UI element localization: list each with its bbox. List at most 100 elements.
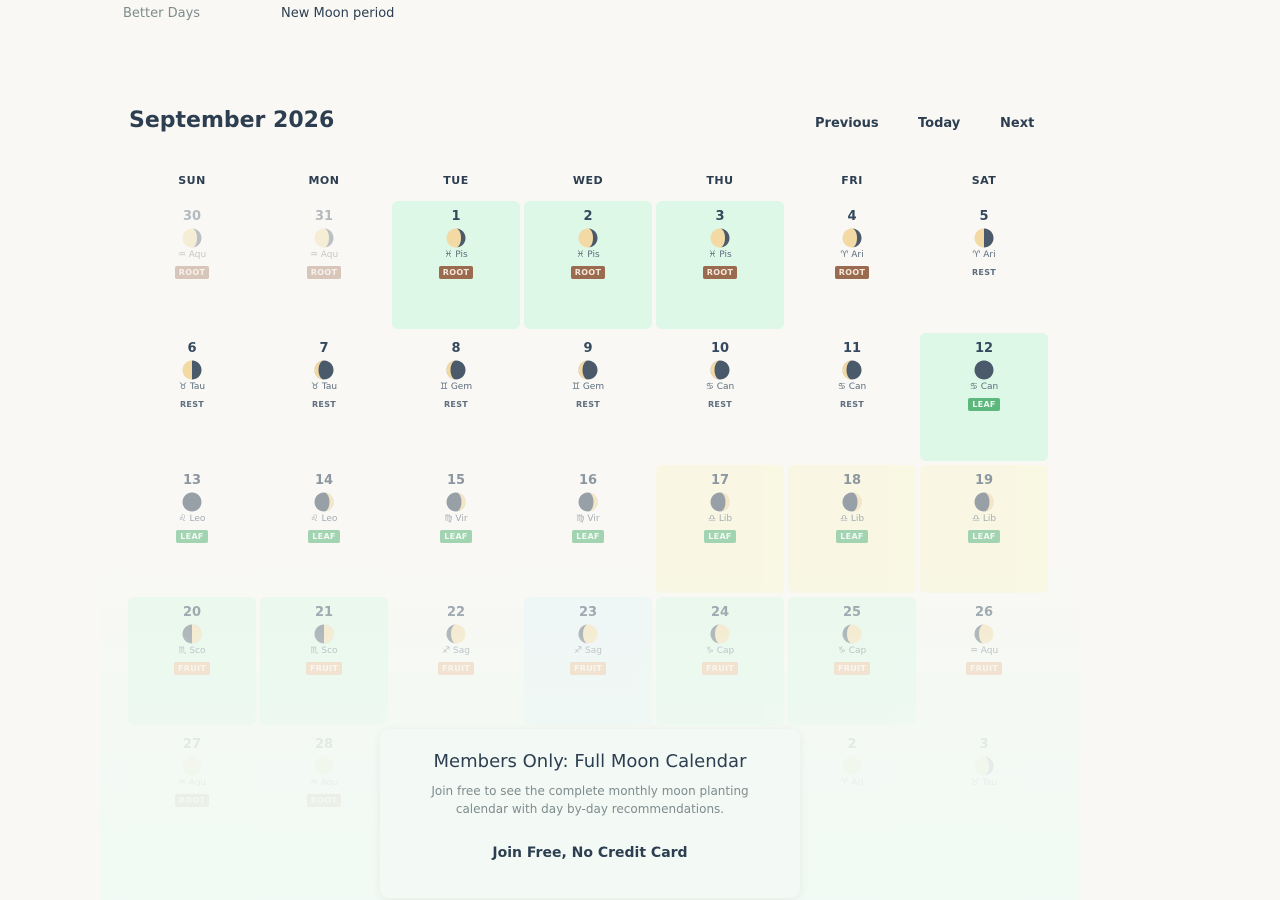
- zodiac-sign-label: ♉ Tau: [970, 778, 998, 788]
- previous-month-button[interactable]: Previous: [815, 116, 879, 131]
- moon-phase-icon: [842, 756, 862, 776]
- calendar-day-cell[interactable]: 31 ♒ Aqu ROOT: [260, 201, 388, 329]
- moon-phase-icon: [314, 756, 334, 776]
- zodiac-sign-label: ♎ Lib: [971, 514, 997, 524]
- calendar-day-cell[interactable]: 30 ♒ Aqu ROOT: [128, 201, 256, 329]
- zodiac-sign-label: ♋ Can: [705, 382, 735, 392]
- day-number: 21: [314, 605, 334, 620]
- moon-phase-icon: [182, 492, 202, 512]
- calendar-day-cell[interactable]: 3 ♓ Pis ROOT: [656, 201, 784, 329]
- moon-phase-icon: [710, 624, 730, 644]
- planting-type-badge: FRUIT: [833, 662, 871, 675]
- brand-link[interactable]: Better Days: [123, 6, 201, 21]
- next-month-button[interactable]: Next: [1000, 116, 1035, 131]
- calendar-day-cell[interactable]: 10 ♋ Can REST: [656, 333, 784, 461]
- planting-type-badge: LEAF: [968, 398, 1000, 411]
- zodiac-sign-label: ♒ Aqu: [177, 250, 207, 260]
- calendar-day-cell[interactable]: 6 ♉ Tau REST: [128, 333, 256, 461]
- day-number: 2: [583, 209, 593, 224]
- planting-type-badge: LEAF: [308, 530, 340, 543]
- calendar-day-cell[interactable]: 24 ♑ Cap FRUIT: [656, 597, 784, 725]
- moon-phase-icon: [974, 228, 994, 248]
- zodiac-sign-label: ♈ Ari: [840, 778, 864, 788]
- zodiac-sign-label: ♌ Leo: [178, 514, 206, 524]
- planting-type-badge: LEAF: [704, 530, 736, 543]
- calendar-day-cell[interactable]: 3 ♉ Tau: [920, 729, 1048, 857]
- zodiac-sign-label: ♈ Ari: [840, 250, 864, 260]
- day-number: 17: [710, 473, 730, 488]
- planting-type-badge: REST: [971, 268, 997, 277]
- planting-type-badge: FRUIT: [173, 662, 211, 675]
- calendar-day-cell[interactable]: 18 ♎ Lib LEAF: [788, 465, 916, 593]
- zodiac-sign-label: ♍ Vir: [444, 514, 468, 524]
- zodiac-sign-label: ♋ Can: [969, 382, 999, 392]
- day-number: 12: [974, 341, 994, 356]
- calendar-day-cell[interactable]: 9 ♊ Gem REST: [524, 333, 652, 461]
- zodiac-sign-label: ♑ Cap: [837, 646, 867, 656]
- calendar-day-cell[interactable]: 15 ♍ Vir LEAF: [392, 465, 520, 593]
- planting-type-badge: ROOT: [306, 266, 342, 279]
- calendar-day-cell[interactable]: 12 ♋ Can LEAF: [920, 333, 1048, 461]
- calendar-day-cell[interactable]: 17 ♎ Lib LEAF: [656, 465, 784, 593]
- planting-type-badge: LEAF: [836, 530, 868, 543]
- calendar-day-cell[interactable]: 25 ♑ Cap FRUIT: [788, 597, 916, 725]
- members-only-modal: Members Only: Full Moon Calendar Join fr…: [380, 729, 800, 898]
- calendar-day-cell[interactable]: 16 ♍ Vir LEAF: [524, 465, 652, 593]
- day-number: 4: [847, 209, 857, 224]
- calendar-day-cell[interactable]: 19 ♎ Lib LEAF: [920, 465, 1048, 593]
- calendar-day-cell[interactable]: 7 ♉ Tau REST: [260, 333, 388, 461]
- today-button[interactable]: Today: [918, 116, 961, 131]
- moon-phase-icon: [710, 360, 730, 380]
- day-number: 25: [842, 605, 862, 620]
- calendar-day-cell[interactable]: 22 ♐ Sag FRUIT: [392, 597, 520, 725]
- calendar-day-cell[interactable]: 8 ♊ Gem REST: [392, 333, 520, 461]
- day-number: 20: [182, 605, 202, 620]
- planting-type-badge: REST: [311, 400, 337, 409]
- calendar-day-cell[interactable]: 20 ♏ Sco FRUIT: [128, 597, 256, 725]
- day-number: 27: [182, 737, 202, 752]
- calendar-day-cell[interactable]: 23 ♐ Sag FRUIT: [524, 597, 652, 725]
- moon-phase-icon: [710, 228, 730, 248]
- moon-phase-icon: [314, 492, 334, 512]
- calendar-day-cell[interactable]: 1 ♓ Pis ROOT: [392, 201, 520, 329]
- day-number: 31: [314, 209, 334, 224]
- zodiac-sign-label: ♏ Sco: [310, 646, 338, 656]
- day-number: 24: [710, 605, 730, 620]
- calendar-day-cell[interactable]: 11 ♋ Can REST: [788, 333, 916, 461]
- moon-phase-icon: [182, 360, 202, 380]
- zodiac-sign-label: ♓ Pis: [444, 250, 468, 260]
- calendar-day-cell[interactable]: 13 ♌ Leo LEAF: [128, 465, 256, 593]
- zodiac-sign-label: ♍ Vir: [576, 514, 600, 524]
- weekday-sat: SAT: [971, 174, 997, 187]
- planting-type-badge: FRUIT: [305, 662, 343, 675]
- calendar-day-cell[interactable]: 28 ♒ Aqu ROOT: [260, 729, 388, 857]
- zodiac-sign-label: ♎ Lib: [839, 514, 865, 524]
- calendar-day-cell[interactable]: 21 ♏ Sco FRUIT: [260, 597, 388, 725]
- planting-type-badge: ROOT: [306, 794, 342, 807]
- moon-phase-icon: [314, 624, 334, 644]
- planting-type-badge: FRUIT: [965, 662, 1003, 675]
- day-number: 11: [842, 341, 862, 356]
- day-number: 1: [451, 209, 461, 224]
- moon-phase-icon: [842, 624, 862, 644]
- calendar-day-cell[interactable]: 2 ♓ Pis ROOT: [524, 201, 652, 329]
- weekday-tue: TUE: [443, 174, 469, 187]
- zodiac-sign-label: ♉ Tau: [310, 382, 338, 392]
- weekday-thu: THU: [706, 174, 734, 187]
- calendar-day-cell[interactable]: 14 ♌ Leo LEAF: [260, 465, 388, 593]
- moon-phase-icon: [314, 360, 334, 380]
- day-number: 8: [451, 341, 461, 356]
- calendar-day-cell[interactable]: 26 ♒ Aqu FRUIT: [920, 597, 1048, 725]
- planting-type-badge: LEAF: [572, 530, 604, 543]
- calendar-title: September 2026: [129, 108, 335, 133]
- planting-type-badge: LEAF: [440, 530, 472, 543]
- calendar-day-cell[interactable]: 27 ♒ Aqu ROOT: [128, 729, 256, 857]
- planting-type-badge: FRUIT: [569, 662, 607, 675]
- day-number: 28: [314, 737, 334, 752]
- moon-phase-icon: [446, 360, 466, 380]
- join-free-button[interactable]: Join Free, No Credit Card: [486, 844, 693, 862]
- calendar-day-cell[interactable]: 4 ♈ Ari ROOT: [788, 201, 916, 329]
- calendar-day-cell[interactable]: 5 ♈ Ari REST: [920, 201, 1048, 329]
- calendar-day-cell[interactable]: 2 ♈ Ari: [788, 729, 916, 857]
- day-number: 7: [319, 341, 329, 356]
